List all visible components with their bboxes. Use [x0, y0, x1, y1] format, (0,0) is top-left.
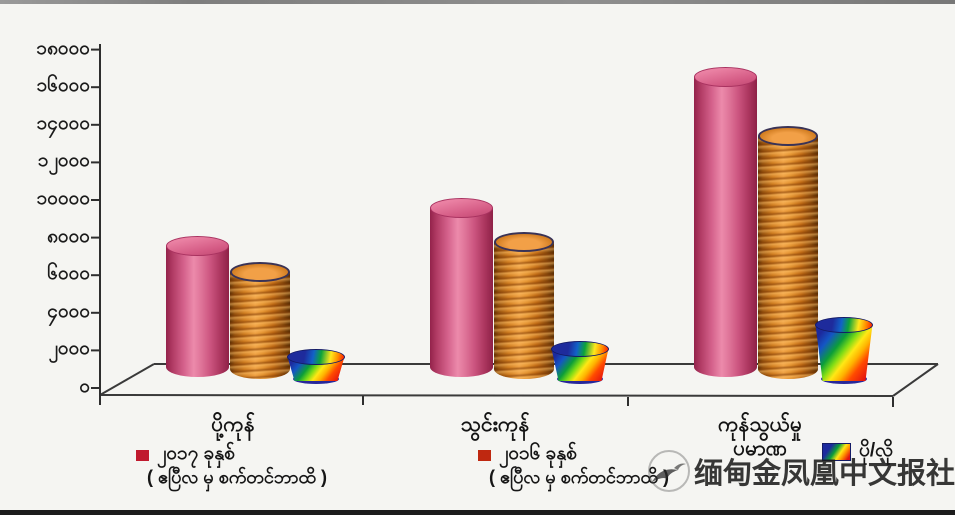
legend-label-3: ပို/လို: [859, 440, 893, 461]
y-tick-label: ၁၄၀၀၀: [36, 112, 90, 134]
bar-top-ellipse: [166, 236, 229, 256]
bar-series1-cat1: [166, 236, 229, 377]
bar-body: [494, 242, 554, 379]
y-axis-ticks: [91, 48, 101, 389]
y-tick-label: ၆၀၀၀: [47, 263, 90, 285]
legend-item-3: ပို/လို: [822, 438, 893, 466]
legend-label-1: ၂၀၁၇ ခုနှစ်: [157, 443, 235, 464]
category-label-2: သွင်းကုန်: [460, 413, 530, 436]
bar-series3-cat1: [287, 349, 345, 384]
bar-top-ellipse: [430, 198, 493, 218]
bar-top-ellipse: [758, 126, 818, 146]
bar-body: [815, 325, 873, 381]
bar-top-ellipse: [694, 67, 757, 87]
legend-note-2: ( ဧပြီလ မှ စက်တင်ဘာထိ ): [489, 467, 669, 487]
legend-swatch-2: [478, 449, 491, 461]
y-tick-label: ၁၀၀၀၀: [36, 188, 90, 209]
y-tick-label: ၁၂၀၀၀: [37, 150, 90, 172]
bar-series3-cat2: [551, 341, 609, 384]
bar-top-ellipse: [287, 349, 345, 365]
phoenix-logo-icon: [646, 448, 692, 494]
legend-swatch-3: [822, 443, 851, 461]
bar-body: [166, 246, 229, 377]
bar-series2-cat3: [758, 126, 818, 379]
y-tick-label: ၂၀၀၀: [48, 338, 90, 360]
watermark: 缅甸金凤凰中文报社: [646, 448, 955, 494]
bar-body: [758, 136, 818, 379]
bar-top-ellipse: [551, 341, 609, 357]
category-label-1: ပို့ကုန်: [211, 413, 255, 436]
bar-series3-cat3: [815, 317, 873, 384]
legend-item-2: ၂၀၁၆ ခုနှစ် ( ဧပြီလ မှ စက်တင်ဘာထိ ): [478, 441, 669, 487]
bar-body: [430, 208, 493, 377]
bar-series2-cat2: [494, 232, 554, 379]
legend-note-1: ( ဧပြီလ မှ စက်တင်ဘာထိ ): [147, 467, 327, 487]
x-axis-line: [99, 394, 894, 397]
y-tick-label: ၀: [79, 376, 90, 397]
bar-top-ellipse: [230, 262, 290, 282]
bottom-border: [0, 510, 955, 515]
legend-item-1: ၂၀၁၇ ခုနှစ် ( ဧပြီလ မှ စက်တင်ဘာထိ ): [136, 441, 327, 487]
legend-swatch-1: [136, 449, 149, 461]
bar-series1-cat3: [694, 67, 757, 377]
y-tick-label: ၈၀၀၀: [47, 225, 90, 247]
bar-body: [230, 272, 290, 379]
watermark-text: 缅甸金凤凰中文报社: [694, 458, 955, 490]
top-border: [0, 0, 955, 4]
y-tick-label: ၁၈၀၀၀: [36, 37, 90, 59]
floor-left-edge: [99, 363, 155, 396]
bar-series1-cat2: [430, 198, 493, 377]
bar-body: [694, 77, 757, 377]
floor-right-edge: [892, 363, 939, 397]
bar-top-ellipse: [815, 317, 873, 333]
y-tick-label: ၄၀၀၀: [47, 300, 90, 322]
bar-top-ellipse: [494, 232, 554, 252]
bar-series2-cat1: [230, 262, 290, 379]
y-tick-label: ၁၆၀၀၀: [36, 75, 90, 97]
legend-label-2: ၂၀၁၆ ခုနှစ်: [499, 443, 577, 464]
category-label-3: ကုန်သွယ်မှု ပမာဏ: [717, 413, 803, 461]
